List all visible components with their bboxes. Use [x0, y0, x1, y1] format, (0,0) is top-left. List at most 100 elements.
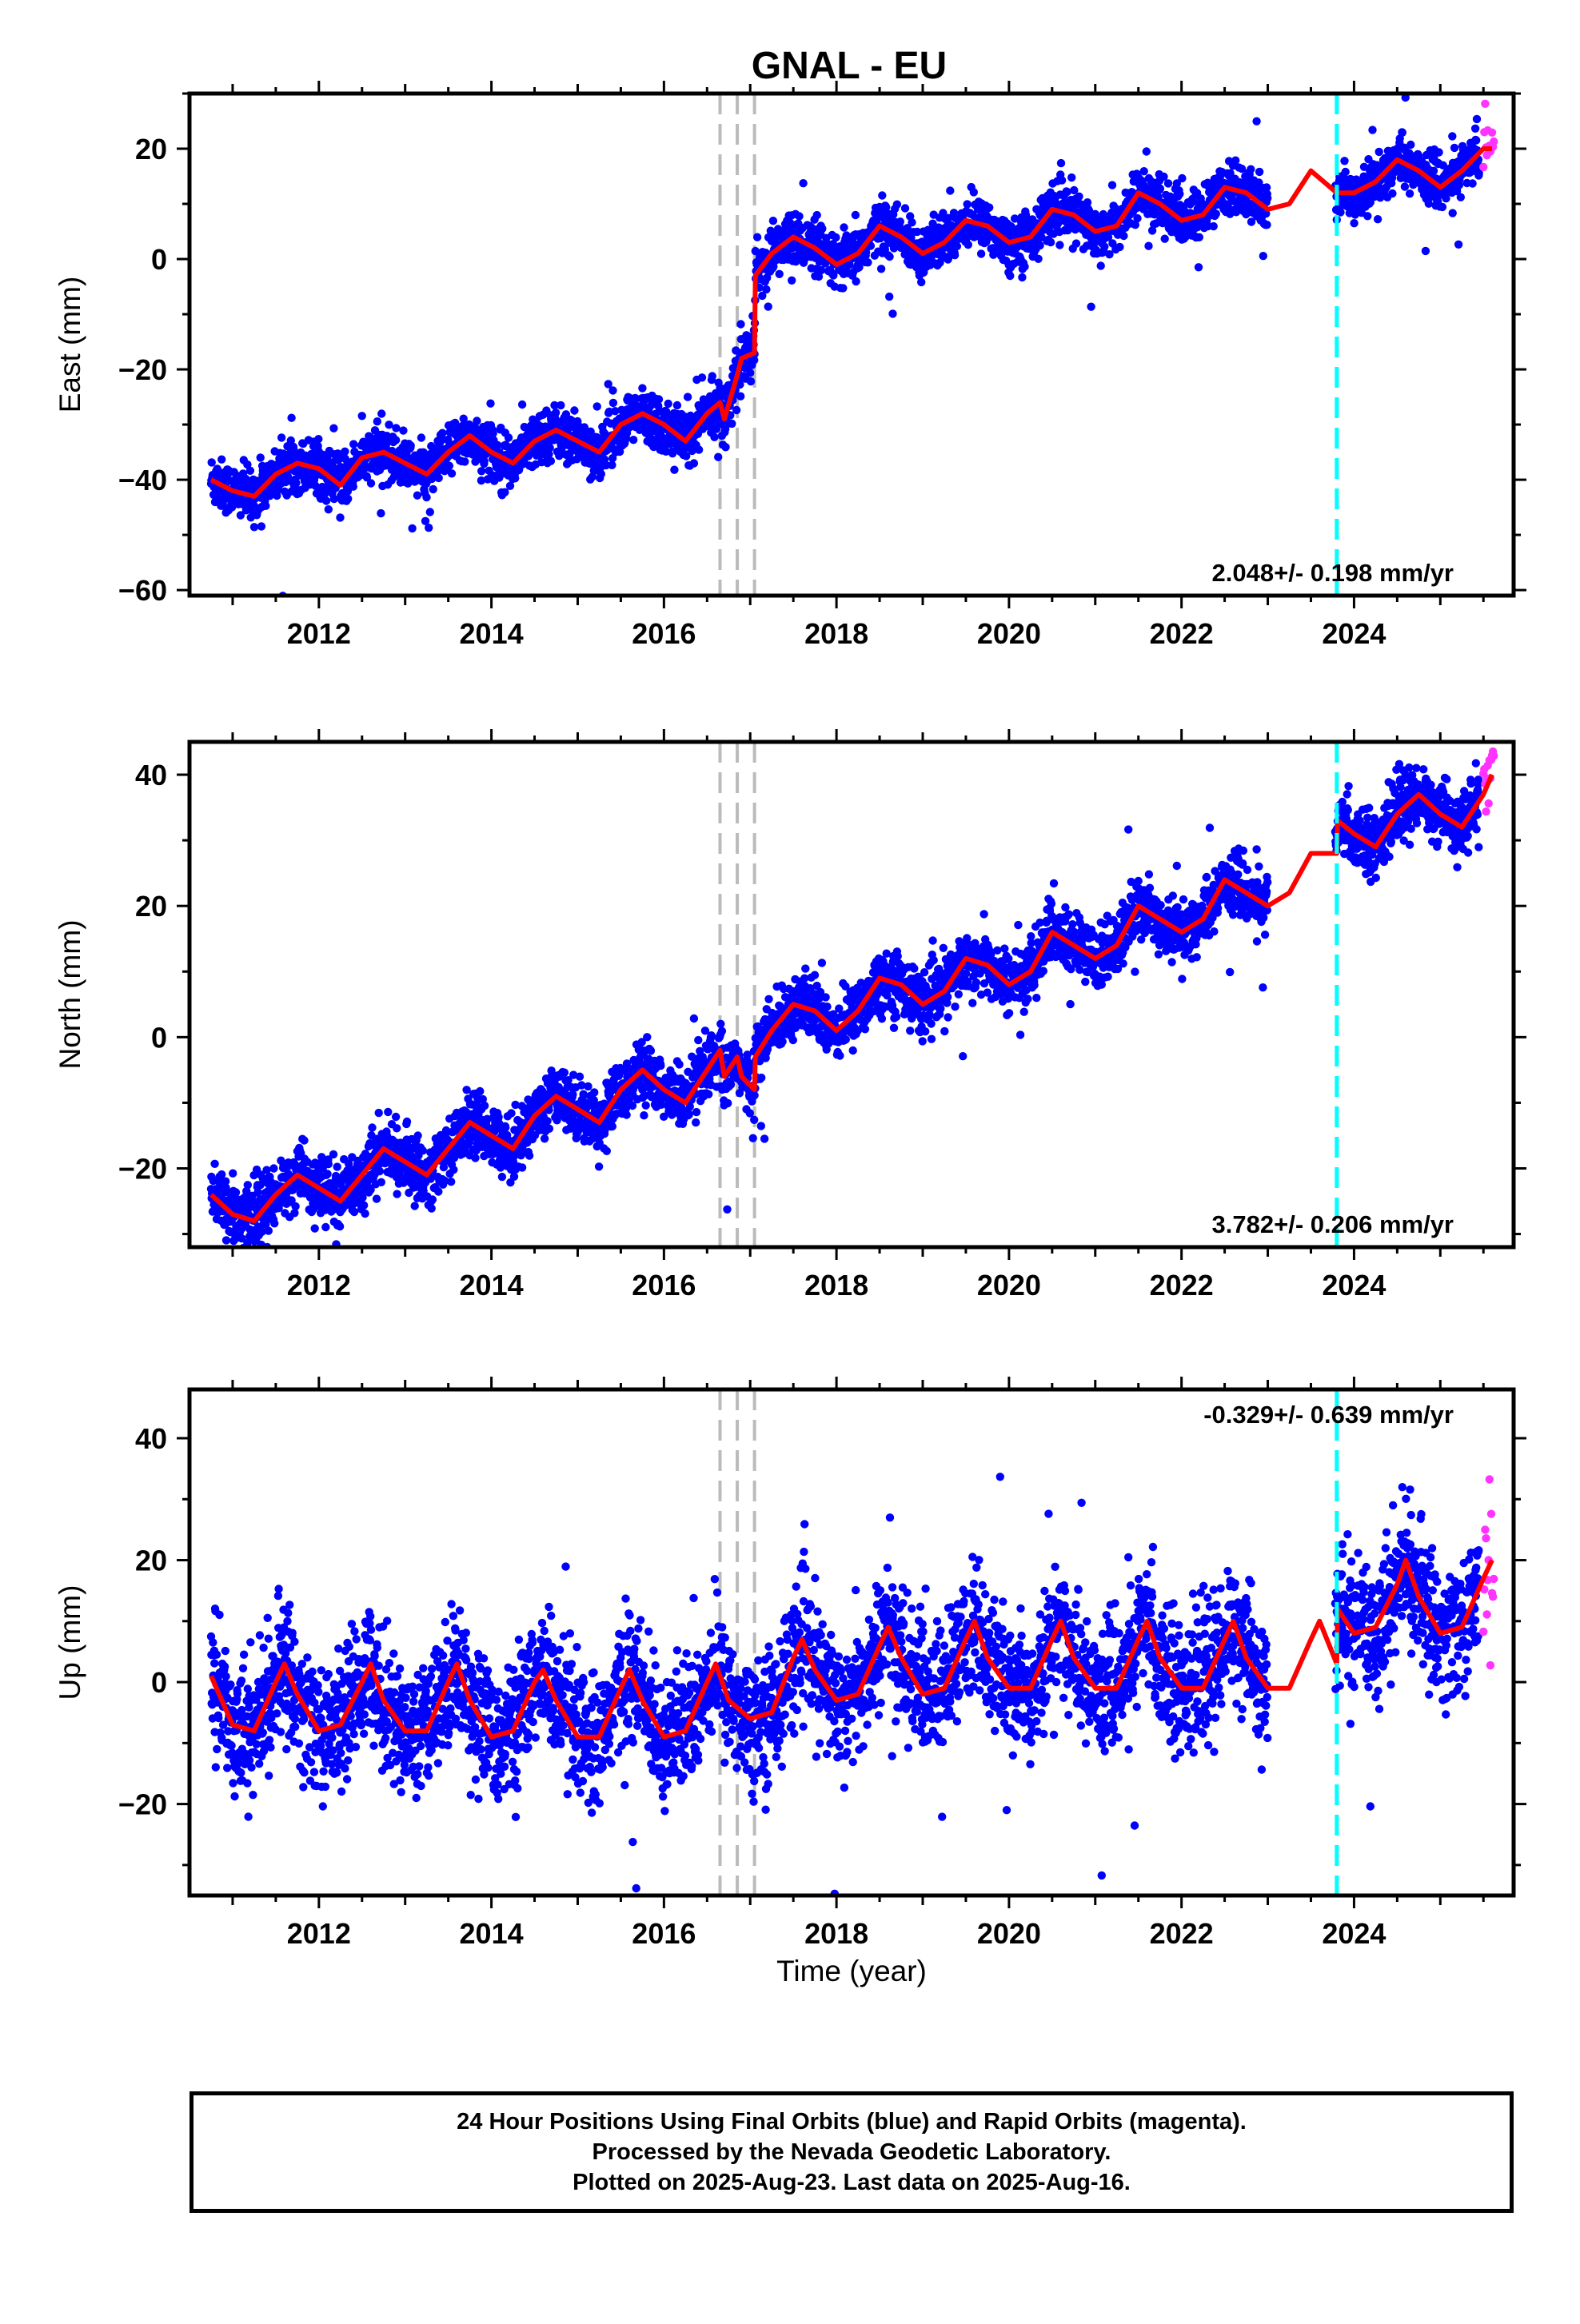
data-point [1388, 189, 1396, 197]
data-point [629, 436, 637, 444]
data-point [776, 270, 784, 278]
data-point [964, 241, 972, 249]
data-point [269, 1164, 277, 1172]
x-tick-label: 2024 [1322, 617, 1386, 650]
data-point [1375, 148, 1383, 156]
data-point [445, 462, 453, 470]
data-point [377, 409, 385, 417]
data-point [257, 522, 265, 530]
data-point [878, 191, 886, 199]
data-point [736, 393, 744, 401]
data-point [417, 433, 425, 441]
data-point [1034, 255, 1042, 263]
data-point [1434, 148, 1442, 156]
data-point [964, 200, 972, 208]
data-point [287, 414, 295, 422]
data-point [217, 456, 225, 464]
data-point [373, 1194, 381, 1202]
data-point [546, 444, 554, 452]
data-point [597, 470, 605, 478]
data-point [341, 448, 349, 456]
data-point [506, 482, 514, 490]
data-point [1058, 176, 1066, 184]
data-point [1006, 272, 1014, 280]
data-point [893, 201, 901, 209]
data-point [1144, 242, 1152, 250]
data-point [908, 218, 916, 226]
data-point [1406, 141, 1414, 149]
data-point [746, 369, 754, 377]
data-point [840, 223, 848, 231]
data-point [498, 1173, 506, 1181]
data-point [1247, 165, 1255, 173]
data-point [762, 285, 770, 293]
data-point [428, 1204, 436, 1212]
data-point [208, 458, 216, 466]
rate-label: 2.048+/- 0.198 mm/yr [1212, 559, 1454, 587]
data-point [885, 293, 893, 301]
data-point [447, 1178, 455, 1186]
data-point [360, 1202, 368, 1210]
data-point [877, 265, 885, 273]
data-point [985, 203, 993, 211]
data-point [425, 524, 433, 532]
data-point [250, 523, 258, 531]
y-tick-label: 0 [151, 243, 167, 276]
data-point [344, 495, 352, 503]
data-point [476, 1087, 484, 1095]
data-point [1143, 147, 1151, 155]
plot-area [207, 742, 1498, 1271]
data-point [608, 386, 616, 394]
data-point [481, 457, 489, 465]
data-point [1115, 243, 1123, 251]
data-point [799, 179, 807, 187]
data-point [481, 1102, 489, 1110]
data-point [393, 1124, 401, 1132]
data-point [336, 1222, 344, 1230]
data-point [1055, 241, 1063, 249]
final-orbit-points [207, 94, 1483, 600]
data-point [244, 1181, 252, 1189]
data-point [593, 402, 601, 410]
data-point [232, 1188, 240, 1196]
data-point [435, 474, 443, 482]
data-point [1468, 179, 1476, 187]
data-point [376, 1167, 384, 1175]
data-point [1195, 263, 1203, 271]
data-point [638, 384, 646, 392]
data-point [1471, 125, 1479, 133]
data-point [1119, 232, 1127, 240]
data-point [247, 1256, 255, 1264]
data-point [419, 1146, 427, 1154]
data-point [1398, 129, 1406, 137]
data-point [970, 188, 978, 196]
data-point [377, 509, 385, 517]
data-point [270, 1219, 278, 1227]
data-point [1067, 173, 1075, 181]
data-point [1342, 168, 1350, 176]
data-point [1140, 167, 1148, 175]
data-point [373, 417, 381, 425]
data-point [429, 1195, 437, 1203]
data-point [852, 277, 860, 285]
data-point [422, 493, 430, 501]
data-point [1047, 238, 1055, 246]
data-point [1212, 209, 1220, 217]
data-point [673, 401, 681, 409]
data-point [1072, 239, 1080, 247]
data-point [1252, 118, 1260, 126]
data-point [813, 211, 821, 219]
data-point [349, 440, 357, 448]
data-point [507, 1109, 515, 1117]
data-point [505, 433, 513, 441]
data-point [1263, 221, 1271, 229]
data-point [322, 496, 330, 504]
data-point [708, 372, 716, 380]
data-point [1178, 174, 1186, 182]
data-point [1263, 194, 1271, 202]
figure-title: GNAL - EU [752, 45, 947, 87]
data-point [399, 426, 407, 434]
data-point [1259, 252, 1267, 260]
data-point [392, 1113, 400, 1121]
data-point [486, 400, 494, 408]
